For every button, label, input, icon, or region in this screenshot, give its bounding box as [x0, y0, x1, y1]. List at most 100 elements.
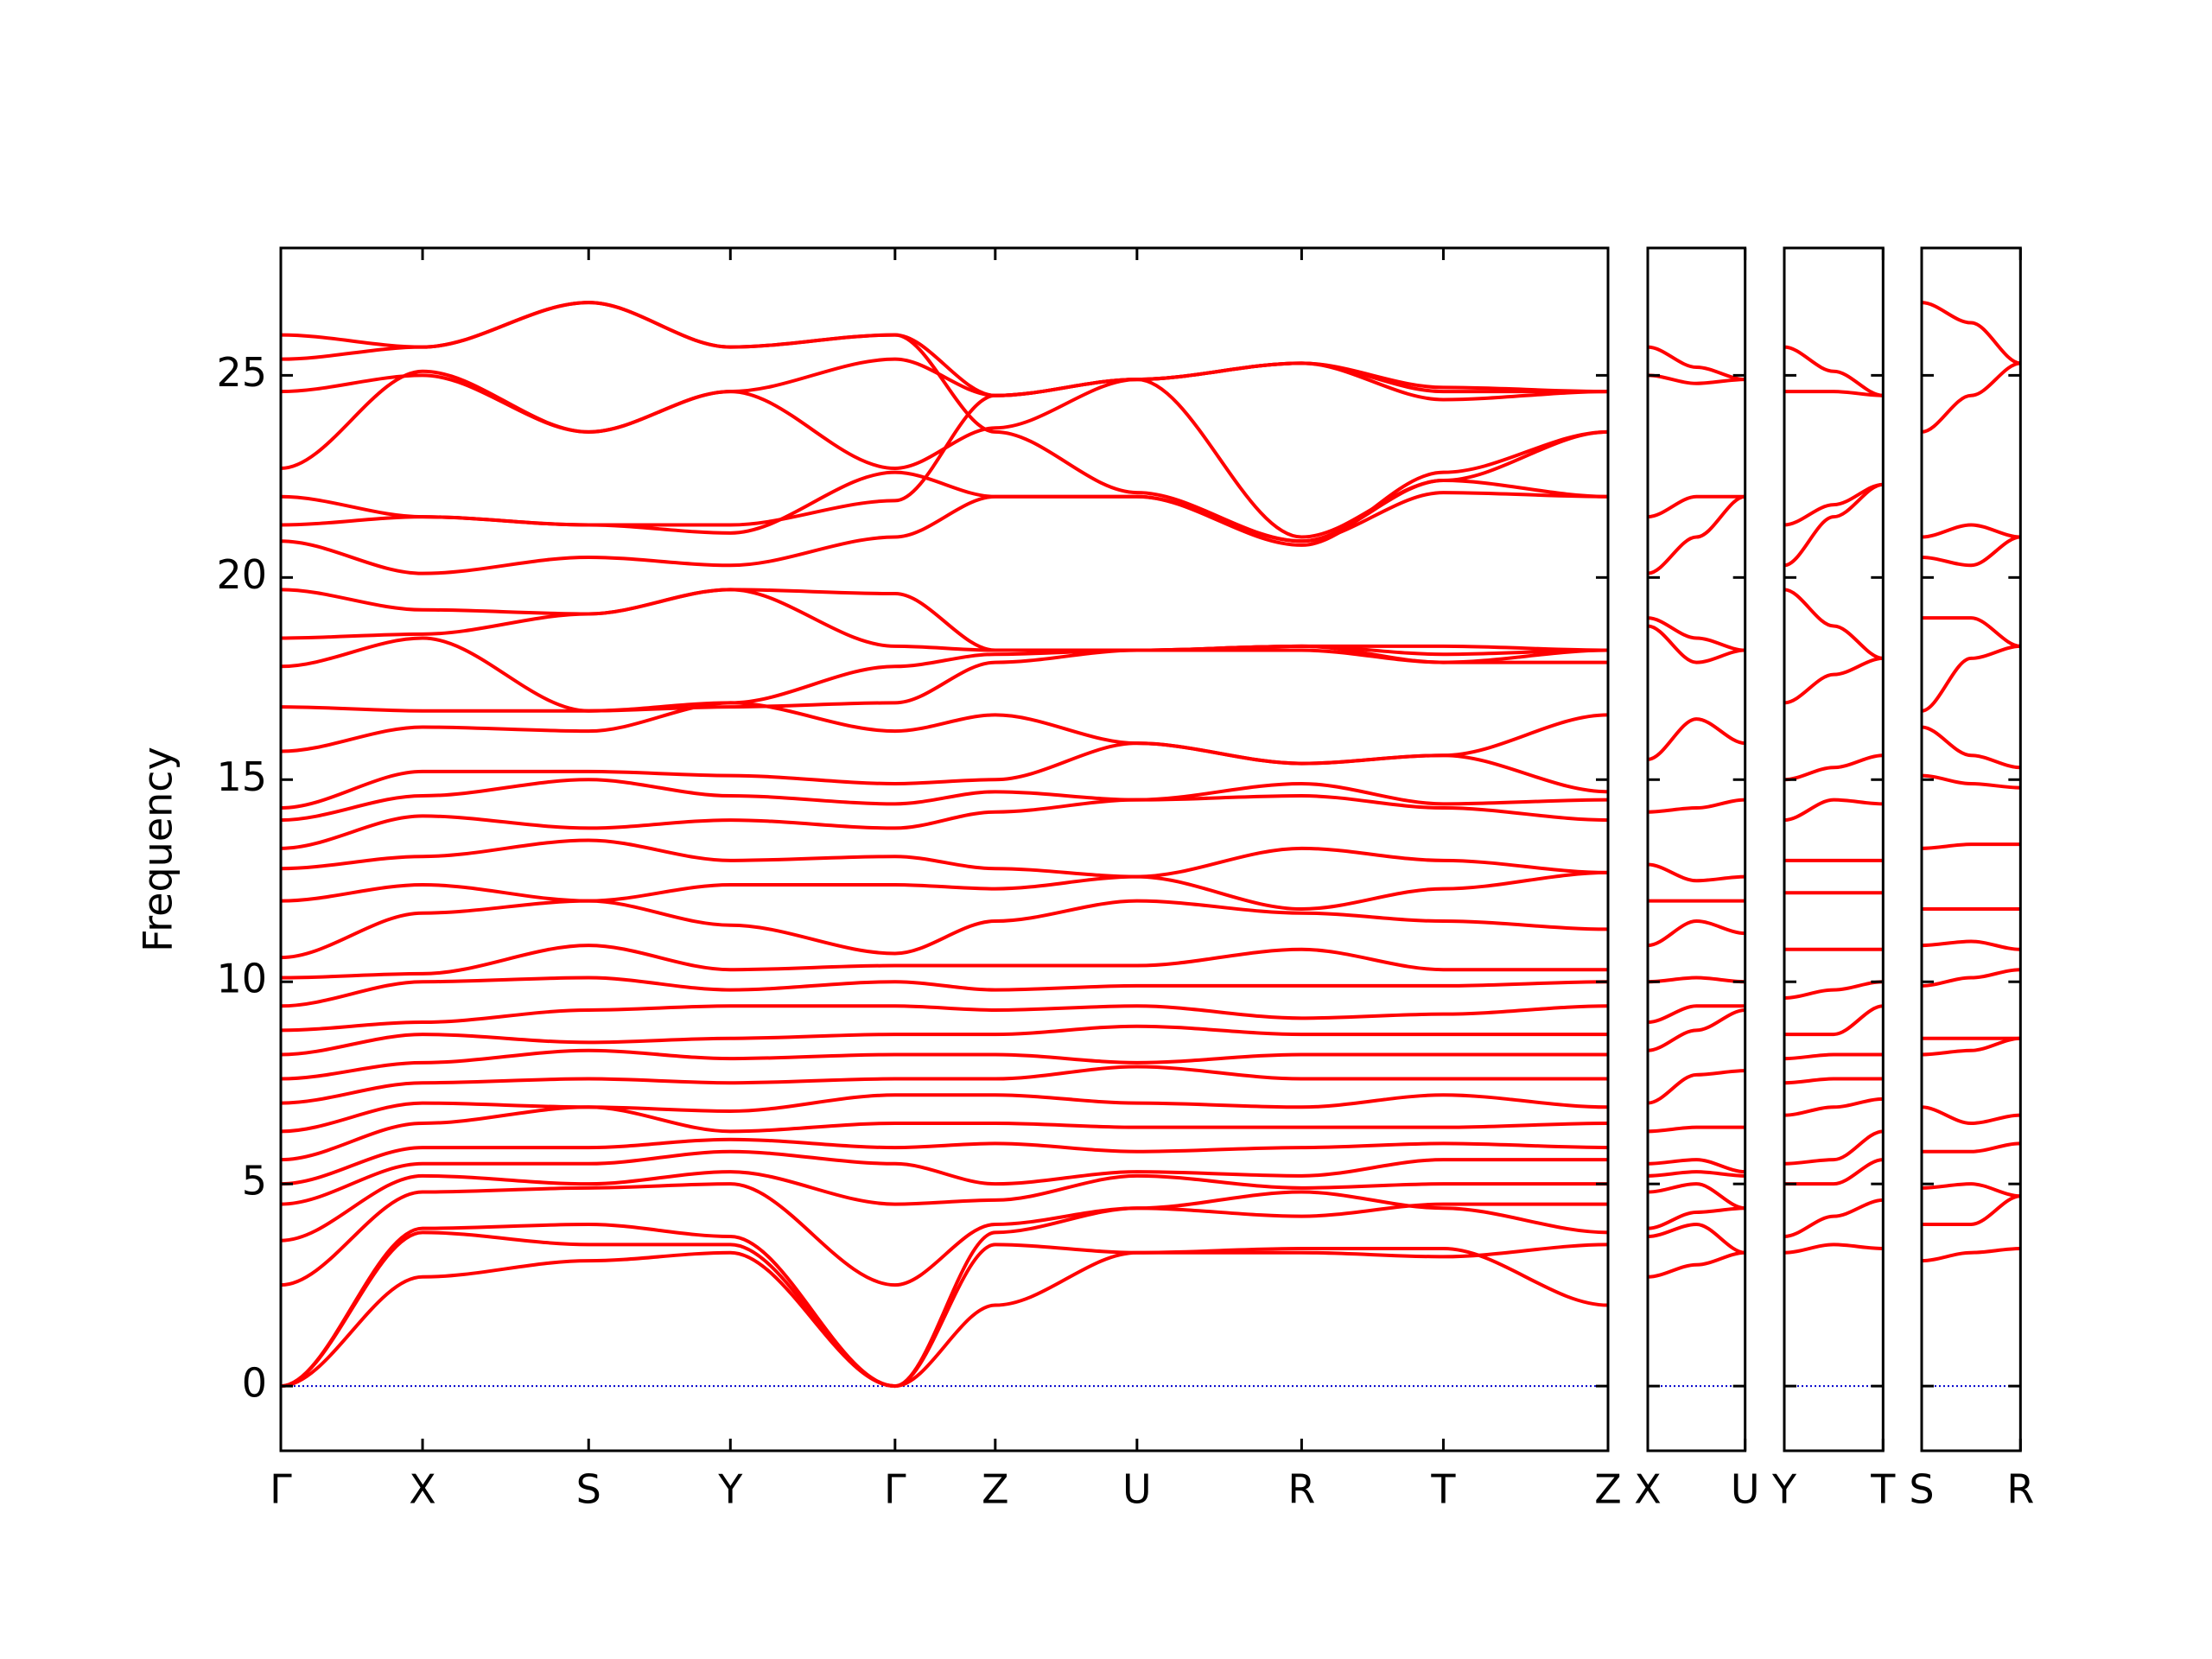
band-line [1784, 798, 1884, 823]
band-line [1922, 725, 2021, 770]
y-axis-label: Frequency [135, 747, 181, 952]
band-line [1922, 1194, 2021, 1226]
band-line [1922, 1036, 2021, 1057]
x-tick-label: Γ [884, 1466, 906, 1513]
band-line [1922, 968, 2021, 988]
band-line [1648, 373, 1745, 385]
band-line [1648, 494, 1745, 575]
x-tick-label: S [576, 1466, 601, 1513]
x-tick-label: X [1634, 1466, 1662, 1513]
band-line [281, 1048, 1608, 1081]
x-tick-label: U [1731, 1466, 1760, 1513]
band-line [1648, 1007, 1745, 1052]
y-tick-label: 5 [242, 1158, 267, 1205]
band-line [1784, 1198, 1884, 1239]
band-line [1784, 753, 1884, 782]
band-line [1784, 1243, 1884, 1255]
band-line [1922, 616, 2021, 648]
axes-frame [279, 246, 1610, 1452]
band-line [1648, 1182, 1745, 1211]
band-line [281, 1149, 1608, 1206]
band-line [281, 1105, 1608, 1162]
band-line [281, 1024, 1608, 1057]
band-line [1784, 588, 1884, 660]
axes-frame [1920, 246, 2022, 1452]
band-line [1922, 361, 2021, 434]
band-line [1922, 773, 2021, 790]
bands [1784, 345, 1884, 1255]
band-line [1784, 482, 1884, 568]
band-line [1648, 919, 1745, 948]
x-tick-label: T [1870, 1466, 1896, 1513]
band-line [1922, 523, 2021, 539]
band-line [281, 1247, 1608, 1389]
x-tick-label: Γ [270, 1466, 292, 1513]
x-tick-label: R [1287, 1466, 1315, 1513]
band-line [281, 636, 1608, 713]
band-line [1648, 1004, 1745, 1025]
band-line [1648, 717, 1745, 761]
band-line [281, 1065, 1608, 1105]
band-line [1784, 980, 1884, 1000]
band-line [1784, 1004, 1884, 1037]
band-line [281, 976, 1608, 1008]
band-line [1648, 1222, 1745, 1255]
band-line [281, 1137, 1608, 1186]
x-tick-label: Z [982, 1466, 1009, 1513]
x-tick-label: T [1430, 1466, 1456, 1513]
y-tick-label: 0 [242, 1360, 267, 1407]
x-tick-label: Z [1594, 1466, 1622, 1513]
band-line [1648, 1125, 1745, 1134]
x-tick-label: X [409, 1466, 436, 1513]
band-line [281, 1182, 1608, 1287]
bands [281, 301, 1608, 1389]
band-line [1784, 390, 1884, 397]
y-tick-label: 20 [216, 551, 267, 598]
bands [1922, 301, 2021, 1263]
band-line [1784, 1052, 1884, 1061]
axes-frame [1783, 246, 1885, 1452]
band-line [281, 701, 1608, 766]
band-line [1922, 1182, 2021, 1198]
band-line [1648, 798, 1745, 814]
band-line [281, 648, 1608, 713]
band-line [1922, 301, 2021, 365]
band-line [281, 301, 1608, 543]
band-line [281, 588, 1608, 657]
band-line [1648, 1170, 1745, 1178]
band-line [1648, 1158, 1745, 1174]
band-line [1784, 1096, 1884, 1117]
band-line [1784, 1129, 1884, 1166]
band-line [1648, 624, 1745, 664]
band-line [1784, 1158, 1884, 1186]
band-line [281, 429, 1608, 547]
band-line [281, 1190, 1608, 1389]
band-line [1922, 535, 2021, 568]
band-line [1922, 939, 2021, 951]
x-tick-label: U [1122, 1466, 1152, 1513]
band-line [281, 1004, 1608, 1033]
band-line [281, 870, 1608, 912]
band-line [1648, 862, 1745, 883]
band-line [1922, 1141, 2021, 1154]
bands [1648, 345, 1745, 1279]
band-line [1648, 976, 1745, 984]
band-line [1648, 616, 1745, 652]
band-line [281, 944, 1608, 980]
y-tick-label: 10 [216, 956, 267, 1002]
band-line [1784, 1077, 1884, 1085]
band-line [1922, 1105, 2021, 1125]
band-line [1648, 1250, 1745, 1279]
band-line [281, 778, 1608, 823]
band-line [1784, 482, 1884, 527]
band-line [281, 588, 1608, 652]
x-tick-label: R [2006, 1466, 2034, 1513]
axes-frame [1646, 246, 1747, 1452]
band-line [1922, 644, 2021, 713]
x-tick-label: S [1909, 1466, 1934, 1513]
y-tick-label: 15 [216, 753, 267, 800]
band-line [1784, 656, 1884, 705]
